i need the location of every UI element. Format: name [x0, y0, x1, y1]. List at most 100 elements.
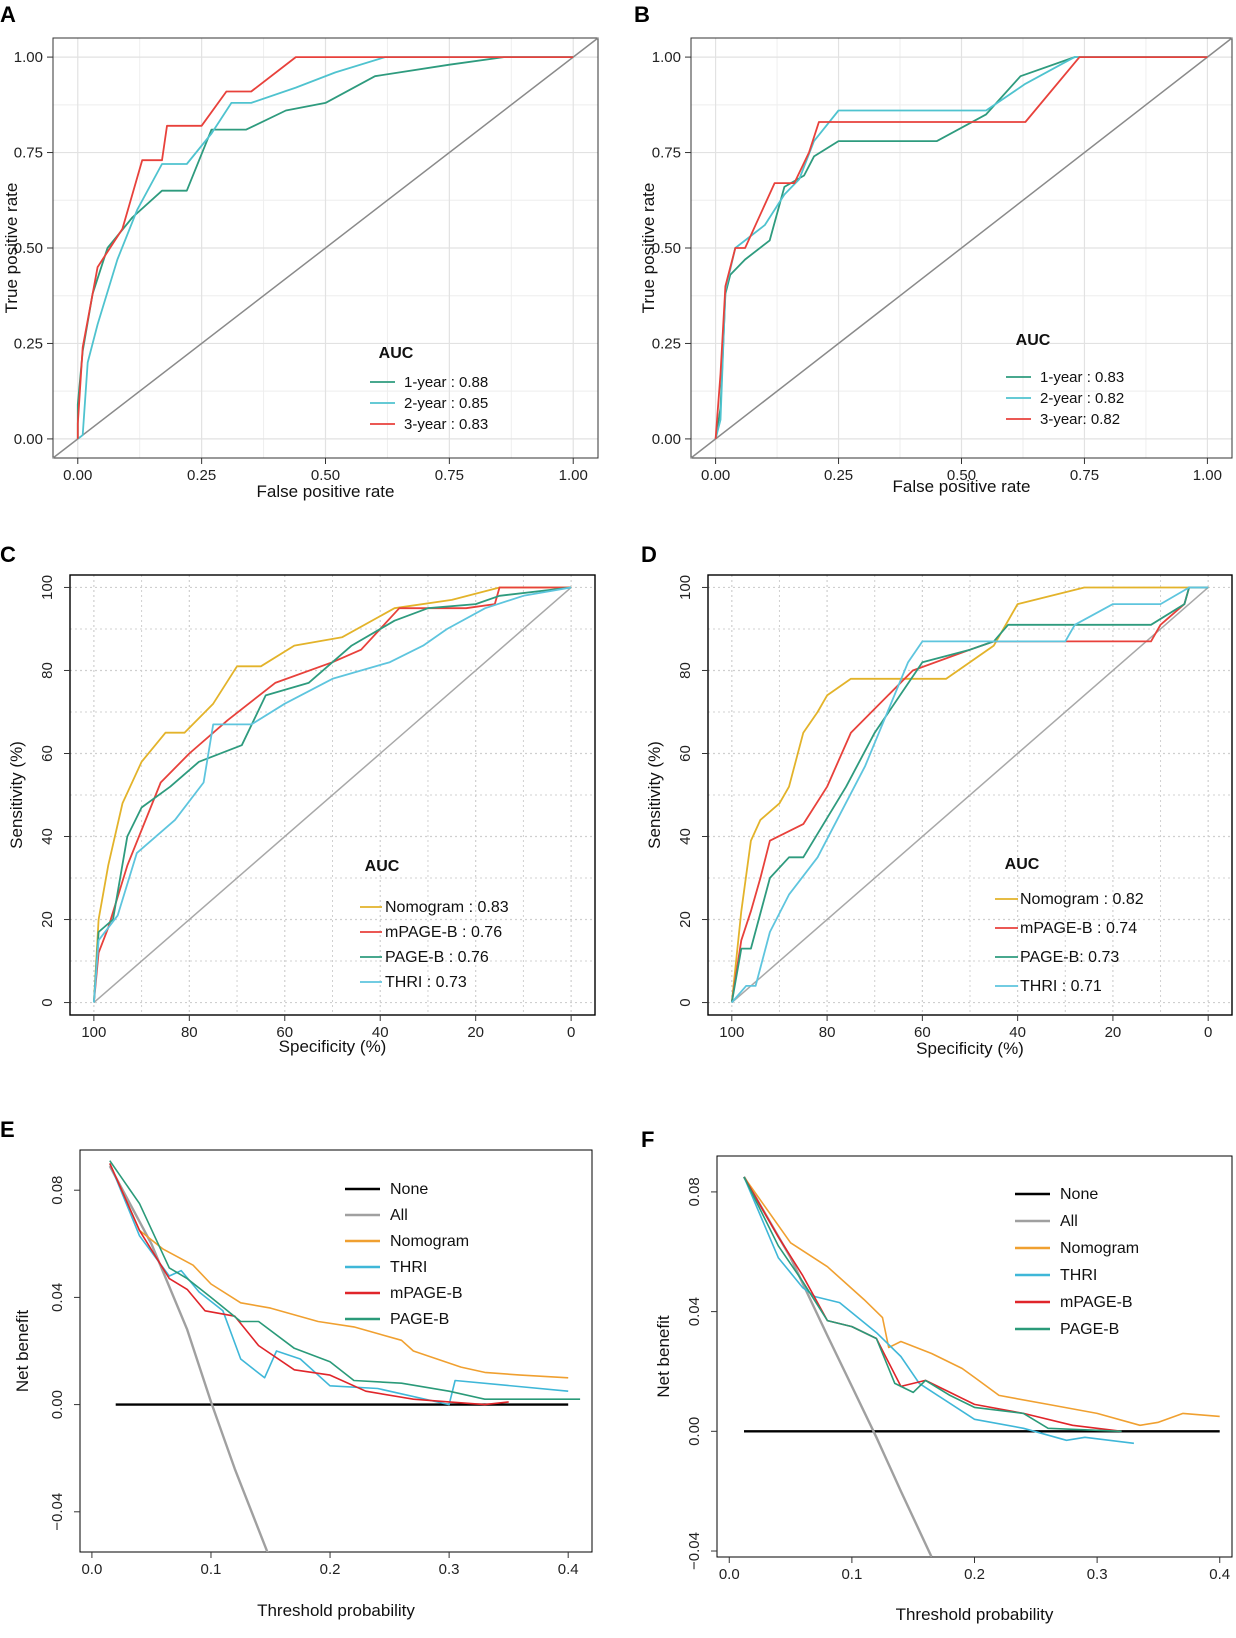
- legend-entry: THRI: [390, 1259, 427, 1276]
- legend-entry: mPAGE-B : 0.76: [385, 924, 502, 941]
- y-axis-title: Sensitivity (%): [645, 741, 664, 849]
- legend-separator: :: [1079, 949, 1088, 966]
- y-tick-label: 100: [39, 575, 56, 600]
- legend-auc-value: 0.73: [436, 974, 467, 991]
- legend-series-name: mPAGE-B: [1020, 920, 1093, 937]
- legend-series-name: 2-year: [404, 395, 447, 412]
- series-line-thri: [731, 586, 1209, 1004]
- legend-series-name: Nomogram: [390, 1233, 469, 1250]
- legend-entry: All: [390, 1207, 408, 1224]
- series-line-page-b: [730, 586, 1209, 1003]
- panel-letter: C: [0, 542, 16, 567]
- legend-auc-value: 0.74: [1106, 920, 1137, 937]
- legend-auc-value: 0.83: [477, 899, 508, 916]
- panel-letter: B: [634, 2, 650, 27]
- chart-panel-c: C 100 80 60 40 20 0 0 20 40 60 80 100 Specificity (%)…: [0, 542, 596, 1056]
- legend-entry: PAGE-B: [390, 1311, 449, 1328]
- x-tick-label: 0.75: [1070, 467, 1099, 484]
- legend-separator: :: [447, 395, 460, 412]
- legend-auc-value: 0.83: [1095, 369, 1124, 386]
- y-axis-title: True positive rate: [2, 183, 21, 314]
- series-line-nomogram: [743, 1176, 1220, 1427]
- legend-entry: THRI : 0.73: [385, 974, 467, 991]
- legend-entry: mPAGE-B: [1060, 1294, 1133, 1311]
- diagonal-reference-line: [731, 586, 1209, 1004]
- chart-panel-a: A 0.00 0.25 0.50 0.75 1.00 0.00 0.25 0.50 0.75 1.0…: [0, 2, 599, 501]
- x-tick-label: 0.4: [558, 1561, 579, 1578]
- x-tick-label: 0.50: [311, 467, 340, 484]
- legend-title: AUC: [1005, 856, 1040, 873]
- legend-series-name: THRI: [1020, 978, 1057, 995]
- series-line-2-year: [77, 56, 574, 440]
- series-line-mpage-b: [730, 586, 1209, 1003]
- legend-auc-value: 0.82: [1112, 891, 1143, 908]
- x-tick-label: 1.00: [1193, 467, 1222, 484]
- y-tick-label: 0.00: [686, 1417, 703, 1446]
- legend-series-name: THRI: [390, 1259, 427, 1276]
- series-line-page-b: [93, 586, 572, 1003]
- legend-series-name: PAGE-B: [1020, 949, 1079, 966]
- legend: None All Nomogram THRI mPAGE-B PAGE-B: [345, 1181, 469, 1328]
- plot-area: [717, 1156, 1232, 1557]
- x-tick-label: 0.75: [435, 467, 464, 484]
- legend-series-name: Nomogram: [1020, 891, 1099, 908]
- legend-series-name: None: [390, 1181, 428, 1198]
- legend: None All Nomogram THRI mPAGE-B PAGE-B: [1015, 1186, 1139, 1338]
- legend-title: AUC: [1016, 332, 1051, 349]
- y-tick-label: 0.25: [14, 335, 43, 352]
- x-tick-label: 0.0: [81, 1561, 102, 1578]
- legend-separator: :: [1083, 411, 1091, 428]
- y-tick-label: 1.00: [652, 49, 681, 66]
- legend-auc-value: 0.76: [458, 949, 489, 966]
- legend-separator: :: [1083, 390, 1096, 407]
- y-axis-title: Sensitivity (%): [7, 741, 26, 849]
- series-line-all: [108, 1165, 269, 1552]
- legend-title: AUC: [365, 858, 400, 875]
- y-tick-label: 60: [39, 745, 56, 762]
- x-tick-label: 0.1: [201, 1561, 222, 1578]
- legend-series-name: All: [1060, 1213, 1078, 1230]
- x-tick-label: 0: [567, 1024, 575, 1041]
- legend-entry: None: [1060, 1186, 1098, 1203]
- legend-series-name: mPAGE-B: [390, 1285, 463, 1302]
- legend-separator: :: [1099, 891, 1112, 908]
- legend-series-name: PAGE-B: [385, 949, 444, 966]
- legend-series-name: All: [390, 1207, 408, 1224]
- legend-separator: :: [422, 974, 435, 991]
- legend-auc-value: 0.82: [1095, 390, 1124, 407]
- series-group: [76, 56, 574, 440]
- legend-title: AUC: [379, 345, 414, 362]
- panel-letter: E: [0, 1117, 15, 1142]
- legend-entry: mPAGE-B : 0.74: [1020, 920, 1137, 937]
- y-axis-title: True positive rate: [639, 183, 658, 314]
- legend-separator: :: [1093, 920, 1106, 937]
- series-line-nomogram: [109, 1163, 569, 1379]
- x-tick-label: 0.1: [841, 1566, 862, 1583]
- x-tick-label: 0.25: [824, 467, 853, 484]
- series-line-3-year: [714, 56, 1208, 439]
- legend-entry: 3-year : 0.83: [404, 416, 488, 433]
- y-tick-label: 0.04: [686, 1297, 703, 1326]
- y-tick-label: 0.00: [14, 431, 43, 448]
- diagonal-reference-line: [93, 586, 572, 1004]
- legend-auc-value: 0.71: [1071, 978, 1102, 995]
- plot-frame: [707, 574, 1233, 1016]
- legend-entry: All: [1060, 1213, 1078, 1230]
- legend: AUC Nomogram : 0.82 mPAGE-B : 0.74 PAGE-B: …: [995, 856, 1144, 995]
- legend-entry: PAGE-B : 0.76: [385, 949, 489, 966]
- legend-series-name: mPAGE-B: [385, 924, 458, 941]
- x-tick-label: 0.25: [187, 467, 216, 484]
- legend-separator: :: [444, 949, 457, 966]
- legend-series-name: THRI: [385, 974, 422, 991]
- legend-series-name: 3-year: [1040, 411, 1083, 428]
- legend-entry: THRI : 0.71: [1020, 978, 1102, 995]
- legend-separator: :: [1057, 978, 1070, 995]
- legend-entry: Nomogram : 0.82: [1020, 891, 1144, 908]
- x-tick-label: 60: [276, 1024, 293, 1041]
- chart-panel-f: F 0.0 0.1 0.2 0.3 0.4 −0.04 0.00 0.04 0.08 Thresho…: [641, 1127, 1233, 1624]
- legend-auc-value: 0.76: [471, 924, 502, 941]
- plot-area: [80, 1150, 592, 1552]
- y-tick-label: 20: [677, 911, 694, 928]
